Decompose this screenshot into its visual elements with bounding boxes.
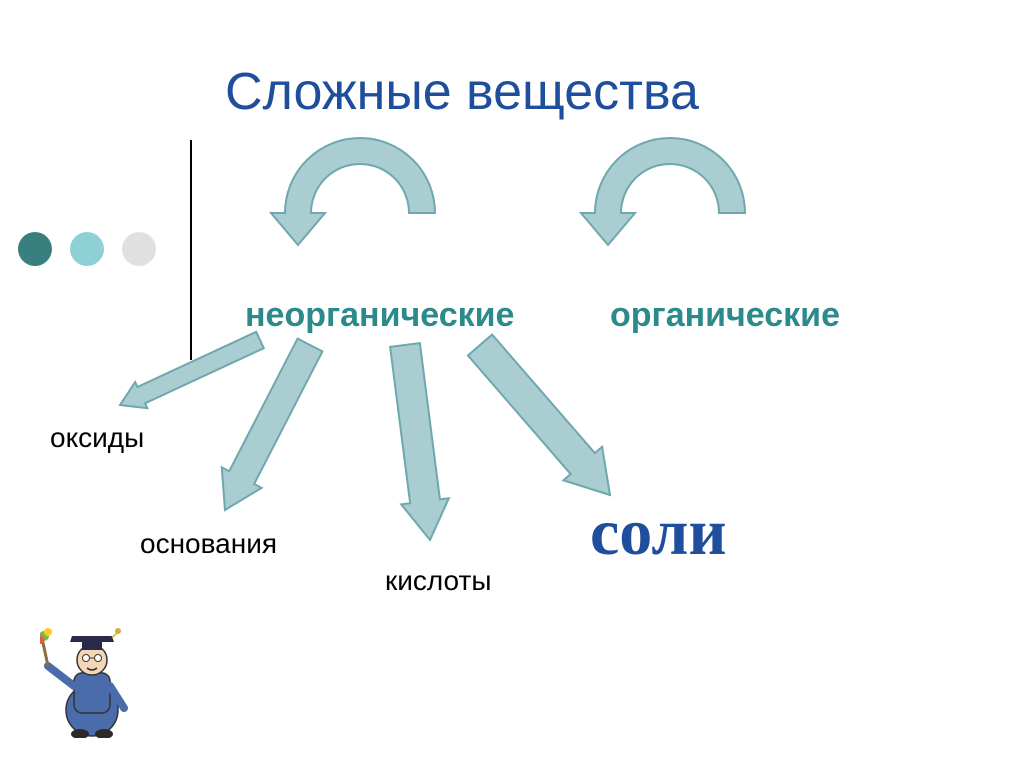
professor-character-icon — [40, 618, 145, 738]
arrows-layer — [0, 0, 1024, 767]
